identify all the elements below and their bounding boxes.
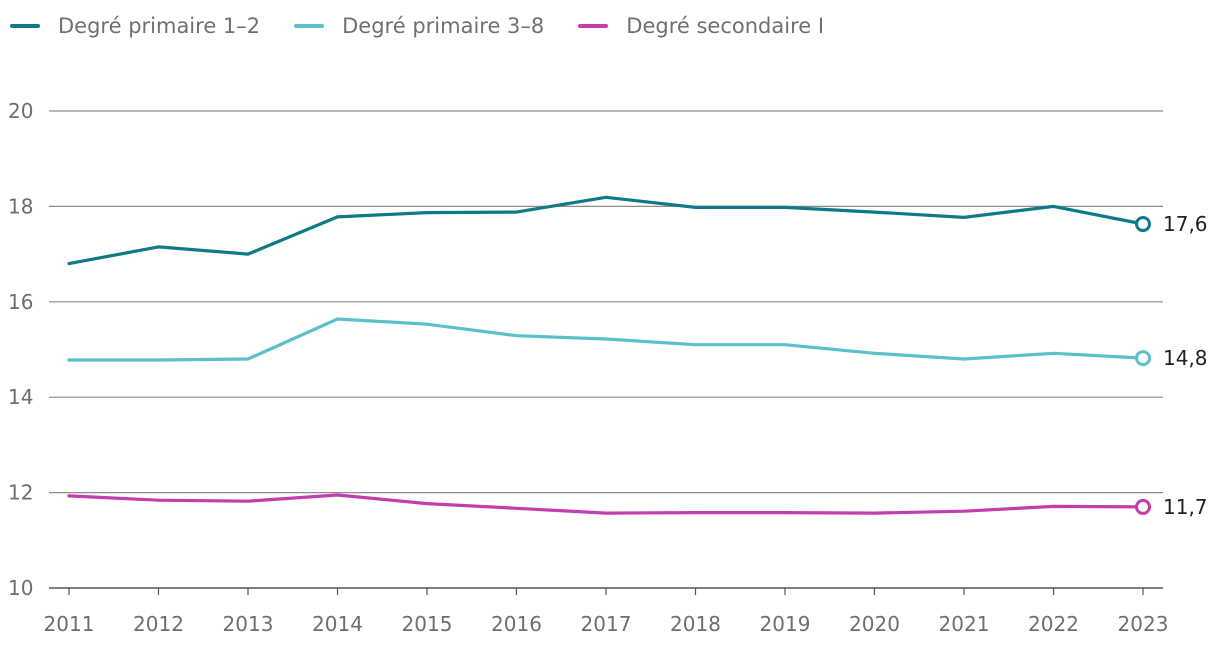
series-end-marker-1[interactable] xyxy=(1135,216,1151,233)
legend-label: Degré secondaire I xyxy=(626,14,825,38)
x-tick-label: 2011 xyxy=(44,612,95,636)
legend-label: Degré primaire 3–8 xyxy=(342,14,545,38)
legend-swatch-secondaire-1 xyxy=(578,24,609,28)
legend-swatch-primaire-1-2 xyxy=(10,24,40,28)
x-tick-label: 2013 xyxy=(223,612,274,636)
y-tick-label: 14 xyxy=(8,385,33,409)
series-end-marker-3[interactable] xyxy=(1135,498,1151,515)
x-tick-label: 2022 xyxy=(1028,612,1079,636)
y-tick-label: 10 xyxy=(8,576,33,600)
y-tick-label: 12 xyxy=(8,481,33,505)
x-tick-label: 2015 xyxy=(402,612,453,636)
chart-legend: Degré primaire 1–2 Degré primaire 3–8 De… xyxy=(10,14,858,38)
y-tick-label: 18 xyxy=(8,194,33,218)
x-tick-label: 2020 xyxy=(849,612,900,636)
series-end-marker-2[interactable] xyxy=(1135,350,1151,367)
series-end-label-2: 14,8 xyxy=(1163,346,1208,370)
x-tick-label: 2012 xyxy=(133,612,184,636)
y-tick-label: 20 xyxy=(8,99,33,123)
series-end-label-3: 11,7 xyxy=(1163,495,1208,519)
legend-item-primaire-1-2[interactable]: Degré primaire 1–2 xyxy=(10,14,260,38)
legend-swatch-primaire-3-8 xyxy=(294,24,325,28)
x-tick-label: 2018 xyxy=(670,612,721,636)
series-line-1 xyxy=(67,195,1145,266)
y-tick-label: 16 xyxy=(8,290,33,314)
x-tick-label: 2016 xyxy=(491,612,542,636)
x-tick-label: 2017 xyxy=(581,612,632,636)
legend-item-secondaire-1[interactable]: Degré secondaire I xyxy=(578,14,824,38)
legend-label: Degré primaire 1–2 xyxy=(58,14,261,38)
x-tick-label: 2023 xyxy=(1118,612,1169,636)
series-line-3 xyxy=(67,493,1145,515)
x-tick-label: 2019 xyxy=(760,612,811,636)
series-line-2 xyxy=(67,317,1145,362)
x-tick-label: 2021 xyxy=(939,612,990,636)
x-tick-label: 2014 xyxy=(312,612,363,636)
legend-item-primaire-3-8[interactable]: Degré primaire 3–8 xyxy=(294,14,544,38)
series-end-label-1: 17,6 xyxy=(1163,212,1208,236)
